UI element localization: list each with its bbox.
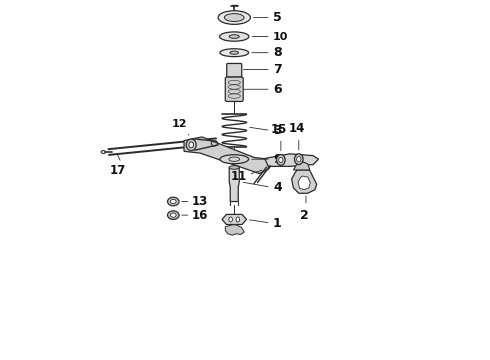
Ellipse shape	[229, 35, 239, 39]
Ellipse shape	[186, 139, 196, 150]
Polygon shape	[292, 170, 317, 193]
Text: 10: 10	[273, 32, 288, 41]
Ellipse shape	[236, 217, 240, 222]
Ellipse shape	[296, 157, 301, 162]
Ellipse shape	[218, 11, 250, 24]
Text: 8: 8	[273, 46, 282, 59]
Ellipse shape	[229, 166, 239, 169]
Polygon shape	[294, 162, 310, 170]
FancyBboxPatch shape	[225, 77, 243, 102]
Ellipse shape	[279, 158, 283, 161]
Polygon shape	[229, 167, 239, 202]
Text: 12: 12	[172, 119, 187, 129]
Polygon shape	[225, 225, 245, 235]
Ellipse shape	[230, 51, 239, 54]
Ellipse shape	[220, 32, 249, 41]
Polygon shape	[298, 176, 310, 190]
Ellipse shape	[224, 14, 244, 22]
Text: 11: 11	[230, 170, 247, 183]
FancyBboxPatch shape	[227, 63, 242, 77]
Text: 2: 2	[300, 209, 309, 222]
Ellipse shape	[279, 157, 283, 163]
Text: 14: 14	[289, 122, 305, 135]
Ellipse shape	[276, 154, 285, 165]
Ellipse shape	[168, 197, 179, 206]
Ellipse shape	[171, 199, 176, 204]
Text: 4: 4	[273, 181, 282, 194]
Polygon shape	[265, 154, 318, 166]
Text: 16: 16	[192, 209, 208, 222]
Polygon shape	[184, 137, 272, 174]
Text: 13: 13	[192, 195, 208, 208]
Ellipse shape	[294, 154, 303, 165]
Ellipse shape	[189, 142, 194, 148]
Ellipse shape	[220, 155, 248, 164]
Ellipse shape	[229, 217, 232, 222]
Text: 3: 3	[273, 124, 282, 137]
Ellipse shape	[220, 49, 248, 57]
Text: 6: 6	[273, 83, 282, 96]
Text: 1: 1	[273, 216, 282, 230]
Text: 17: 17	[110, 164, 126, 177]
Polygon shape	[222, 215, 246, 225]
Ellipse shape	[171, 213, 176, 217]
Ellipse shape	[295, 158, 299, 161]
Text: 5: 5	[273, 11, 282, 24]
Text: 7: 7	[273, 63, 282, 76]
Ellipse shape	[168, 211, 179, 220]
Text: 15: 15	[271, 122, 287, 135]
Text: 9: 9	[273, 153, 282, 166]
